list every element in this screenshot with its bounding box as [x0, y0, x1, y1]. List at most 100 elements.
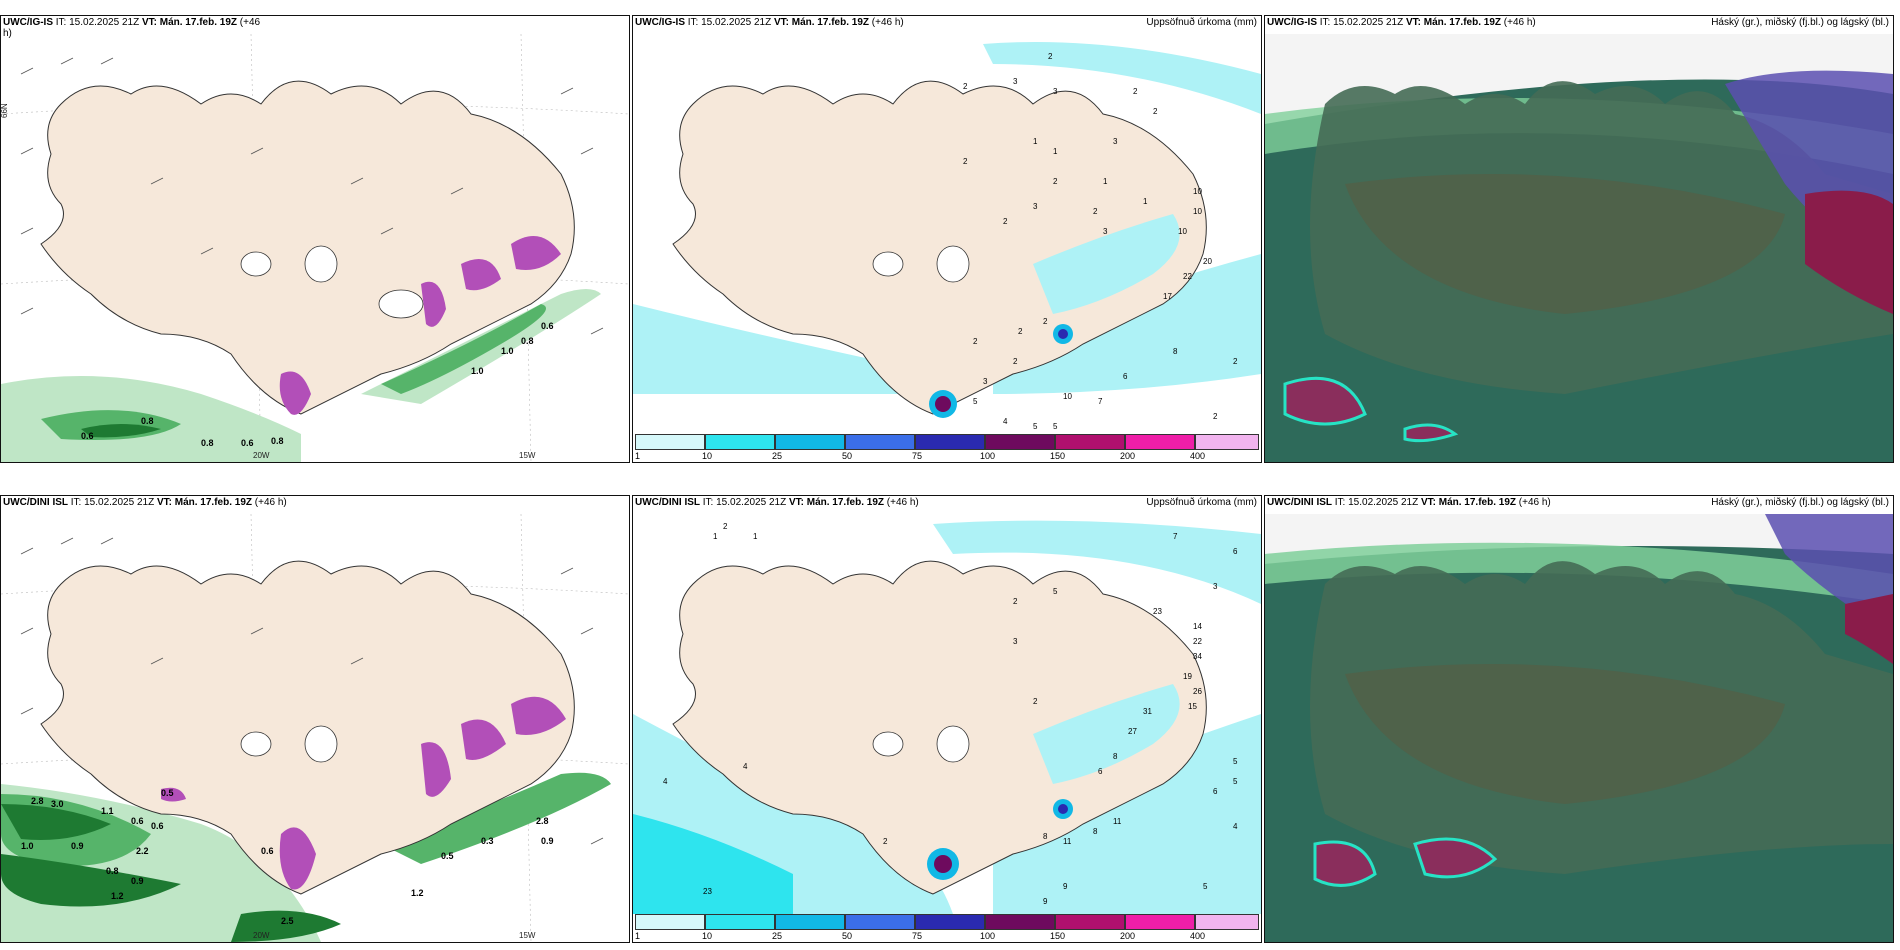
- svg-text:3: 3: [1113, 137, 1118, 146]
- panel-subtitle: Uppsöfnuð úrkoma (mm): [1146, 17, 1257, 28]
- svg-text:17: 17: [1163, 292, 1172, 301]
- colorbar-segment: [915, 434, 985, 450]
- svg-text:6: 6: [1213, 787, 1218, 796]
- svg-text:2.5: 2.5: [281, 916, 294, 926]
- svg-text:1.0: 1.0: [501, 346, 514, 356]
- svg-text:0.8: 0.8: [106, 866, 119, 876]
- svg-text:0.9: 0.9: [131, 876, 144, 886]
- svg-text:2: 2: [963, 157, 968, 166]
- colorbar-label: 150: [1050, 931, 1066, 941]
- colorbar-label: 1: [635, 931, 641, 941]
- panel-cloud-igis: UWC/IG-IS IT: 15.02.2025 21Z VT: Mán. 17…: [1264, 15, 1894, 463]
- svg-text:2: 2: [1093, 207, 1098, 216]
- panel-title: UWC/DINI ISL IT: 15.02.2025 21Z VT: Mán.…: [3, 497, 287, 508]
- svg-text:0.9: 0.9: [541, 836, 554, 846]
- svg-text:8: 8: [1093, 827, 1098, 836]
- svg-text:26: 26: [1193, 687, 1202, 696]
- svg-text:3: 3: [1013, 637, 1018, 646]
- svg-text:7: 7: [1173, 532, 1178, 541]
- svg-text:5: 5: [1033, 422, 1038, 431]
- colorbar-label: 100: [980, 451, 996, 461]
- svg-text:3.0: 3.0: [51, 799, 64, 809]
- svg-text:0.3: 0.3: [481, 836, 494, 846]
- colorbar-segment: [1125, 914, 1195, 930]
- svg-text:0.8: 0.8: [141, 416, 154, 426]
- precip-colorbar: 1 10 25 50 75 100 150 200 400: [635, 914, 1259, 941]
- svg-text:7: 7: [1098, 397, 1103, 406]
- svg-text:2: 2: [1053, 177, 1058, 186]
- svg-text:2.8: 2.8: [31, 796, 44, 806]
- panel-precip-igis: UWC/IG-IS IT: 15.02.2025 21Z VT: Mán. 17…: [632, 15, 1262, 463]
- colorbar-segment: [1055, 434, 1125, 450]
- svg-text:0.8: 0.8: [201, 438, 214, 448]
- colorbar-label: 100: [980, 931, 996, 941]
- svg-text:0.9: 0.9: [71, 841, 84, 851]
- svg-text:2: 2: [973, 337, 978, 346]
- svg-text:23: 23: [1153, 607, 1162, 616]
- svg-text:2: 2: [1153, 107, 1158, 116]
- svg-text:8: 8: [1113, 752, 1118, 761]
- svg-text:5: 5: [1203, 882, 1208, 891]
- svg-text:5: 5: [973, 397, 978, 406]
- wind-map: 2.8 3.0 1.1 0.6 0.5 0.6 1.0 0.9 2.2 0.8 0.9 1.…: [1, 514, 629, 942]
- svg-text:11: 11: [1063, 837, 1072, 846]
- colorbar-segment: [635, 434, 705, 450]
- colorbar-segment: [1055, 914, 1125, 930]
- svg-text:2: 2: [1018, 327, 1023, 336]
- svg-text:11: 11: [1113, 817, 1122, 826]
- svg-text:4: 4: [1233, 822, 1238, 831]
- svg-text:1.0: 1.0: [21, 841, 34, 851]
- svg-text:2: 2: [1233, 357, 1238, 366]
- panel-subtitle: Uppsöfnuð úrkoma (mm): [1146, 497, 1257, 508]
- colorbar-label: 25: [772, 931, 783, 941]
- svg-text:3: 3: [1053, 87, 1058, 96]
- colorbar-segment: [1125, 434, 1195, 450]
- panel-subtitle: Háský (gr.), miðský (fj.bl.) og lágský (…: [1711, 17, 1889, 28]
- svg-text:4: 4: [743, 762, 748, 771]
- colorbar-segment: [845, 434, 915, 450]
- colorbar-segment: [985, 914, 1055, 930]
- svg-text:1.0: 1.0: [471, 366, 484, 376]
- svg-text:0.8: 0.8: [521, 336, 534, 346]
- svg-text:3: 3: [1013, 77, 1018, 86]
- svg-text:3: 3: [1103, 227, 1108, 236]
- colorbar-segment: [1195, 914, 1259, 930]
- colorbar-segment: [985, 434, 1055, 450]
- precip-colorbar: 1 10 25 50 75 100 150 200 400: [635, 434, 1259, 461]
- svg-text:9: 9: [1043, 897, 1048, 906]
- svg-text:0.5: 0.5: [161, 788, 174, 798]
- colorbar-segment: [775, 434, 845, 450]
- colorbar-label: 10: [702, 451, 713, 461]
- panel-title: UWC/IG-IS IT: 15.02.2025 21Z VT: Mán. 17…: [635, 17, 904, 28]
- colorbar-label: 400: [1190, 451, 1206, 461]
- svg-text:0.6: 0.6: [131, 816, 144, 826]
- svg-text:3: 3: [983, 377, 988, 386]
- colorbar-label: 50: [842, 451, 853, 461]
- svg-text:1: 1: [713, 532, 718, 541]
- svg-text:0.5: 0.5: [441, 851, 454, 861]
- svg-text:2: 2: [1048, 52, 1053, 61]
- svg-text:2.8: 2.8: [536, 816, 549, 826]
- svg-text:1.2: 1.2: [411, 888, 424, 898]
- panel-cloud-dini: UWC/DINI ISL IT: 15.02.2025 21Z VT: Mán.…: [1264, 495, 1894, 943]
- svg-text:23: 23: [703, 887, 712, 896]
- svg-text:1: 1: [1033, 137, 1038, 146]
- svg-text:27: 27: [1128, 727, 1137, 736]
- colorbar-label: 400: [1190, 931, 1206, 941]
- panel-title: UWC/IG-IS IT: 15.02.2025 21Z VT: Mán. 17…: [3, 17, 261, 39]
- cloud-map: [1265, 34, 1893, 462]
- svg-text:1: 1: [753, 532, 758, 541]
- colorbar-segment: [635, 914, 705, 930]
- svg-text:10: 10: [1178, 227, 1187, 236]
- svg-text:1: 1: [1103, 177, 1108, 186]
- svg-text:9: 9: [1063, 882, 1068, 891]
- svg-text:19: 19: [1183, 672, 1192, 681]
- panel-wind-dini: UWC/DINI ISL IT: 15.02.2025 21Z VT: Mán.…: [0, 495, 630, 943]
- svg-text:14: 14: [1193, 622, 1202, 631]
- svg-text:1: 1: [1143, 197, 1148, 206]
- svg-text:8: 8: [1043, 832, 1048, 841]
- svg-text:2: 2: [1003, 217, 1008, 226]
- svg-text:0.6: 0.6: [81, 431, 94, 441]
- cloud-map: [1265, 514, 1893, 942]
- svg-text:5: 5: [1233, 777, 1238, 786]
